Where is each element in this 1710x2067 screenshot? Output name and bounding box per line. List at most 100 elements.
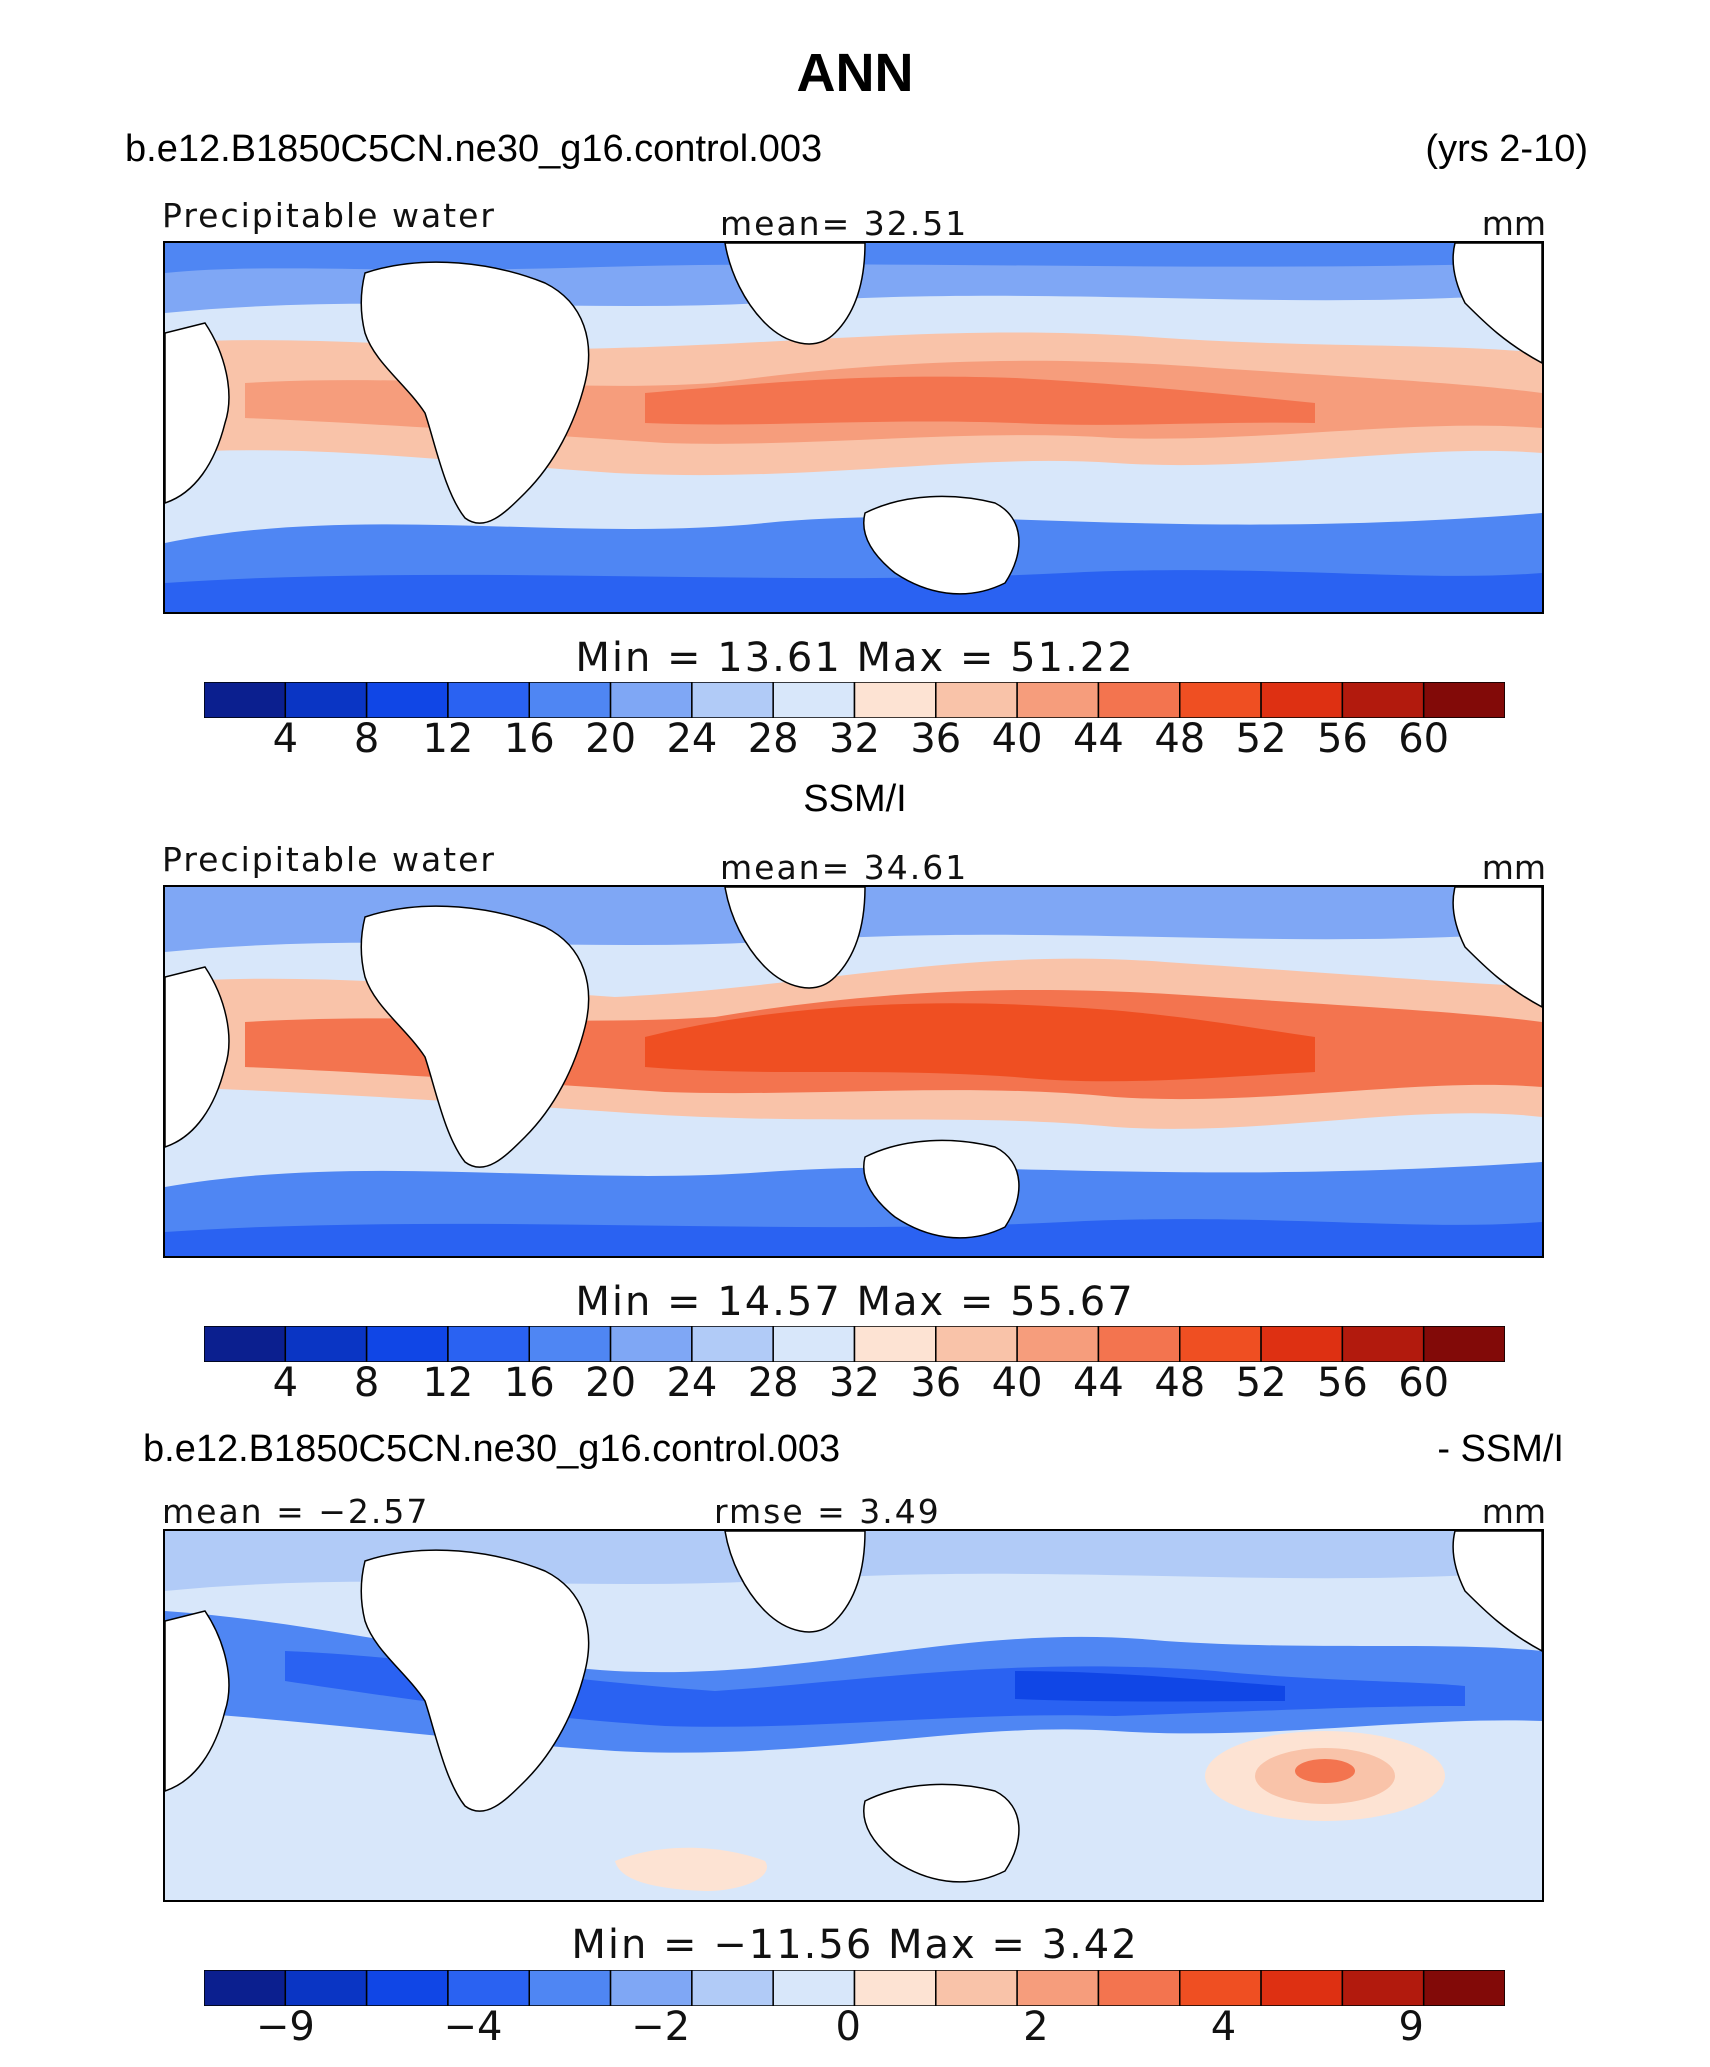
colorbar-tick-label: −4	[443, 2004, 503, 2050]
colorbar-swatch	[1260, 1325, 1344, 1363]
panel2-minmax: Min = 14.57 Max = 55.67	[575, 1279, 1135, 1325]
panel2-dataset-label: SSM/I	[803, 778, 907, 820]
colorbar-swatch	[772, 1969, 856, 2007]
colorbar-tick-label: 24	[666, 716, 718, 762]
colorbar-swatch	[935, 681, 1018, 719]
colorbar-swatch	[1260, 1969, 1344, 2007]
panel3-case-name: b.e12.B1850C5CN.ne30_g16.control.003	[143, 1428, 841, 1470]
colorbar-tick-label: 48	[1154, 1360, 1206, 1406]
colorbar-tick-label: −2	[631, 2004, 691, 2050]
colorbar-swatch	[528, 1969, 612, 2007]
colorbar-swatch	[1341, 1325, 1425, 1363]
colorbar-swatch	[1179, 681, 1262, 719]
panel2-map	[163, 885, 1544, 1258]
panel1-tropics-core	[645, 376, 1315, 425]
panel1-south-deep	[165, 570, 1542, 612]
panel3-africa	[360, 1549, 590, 1812]
colorbar-swatch	[772, 681, 856, 719]
panel2-south-america	[165, 966, 230, 1148]
panel3-units: mm	[1481, 1492, 1546, 1531]
colorbar-tick-label: 48	[1154, 716, 1206, 762]
colorbar-swatch	[1016, 681, 1100, 719]
panel2-colorbar	[203, 1325, 1506, 1363]
colorbar-swatch	[284, 681, 368, 719]
colorbar-swatch	[1016, 1969, 1100, 2007]
colorbar-tick-label: 36	[910, 716, 962, 762]
colorbar-swatch	[935, 1325, 1018, 1363]
colorbar-swatch	[853, 1969, 937, 2007]
colorbar-swatch	[853, 681, 937, 719]
colorbar-tick-label: 28	[747, 1360, 799, 1406]
panel3-americas	[1452, 1531, 1542, 1652]
colorbar-swatch	[284, 1969, 368, 2007]
panel1-south-america	[165, 322, 230, 504]
panel1-case-name: b.e12.B1850C5CN.ne30_g16.control.003	[125, 128, 823, 170]
colorbar-swatch	[365, 1969, 449, 2007]
colorbar-tick-label: 56	[1316, 716, 1368, 762]
colorbar-tick-label: 56	[1316, 1360, 1368, 1406]
panel3-map	[163, 1529, 1544, 1902]
colorbar-swatch	[1016, 1325, 1100, 1363]
panel3-tropics-core	[1015, 1671, 1285, 1702]
colorbar-swatch	[691, 681, 774, 719]
panel1-africa	[360, 261, 590, 524]
colorbar-tick-label: 24	[666, 1360, 718, 1406]
panel1-colorbar-svg	[203, 681, 1506, 719]
colorbar-tick-label: 8	[353, 1360, 380, 1406]
colorbar-swatch	[203, 1325, 287, 1363]
colorbar-tick-label: 20	[585, 716, 637, 762]
panel2-asia	[724, 887, 866, 989]
colorbar-tick-label: 16	[503, 716, 555, 762]
panel2-colorbar-svg	[203, 1325, 1506, 1363]
colorbar-tick-label: 16	[503, 1360, 555, 1406]
colorbar-swatch	[365, 681, 449, 719]
panel2-south-deep	[165, 1219, 1542, 1256]
page-title: ANN	[796, 43, 914, 103]
panel3-minus-dataset: - SSM/I	[1437, 1428, 1564, 1470]
panel1-americas	[1452, 243, 1542, 364]
colorbar-swatch	[203, 681, 287, 719]
colorbar-swatch	[1341, 1969, 1425, 2007]
panel1-years: (yrs 2-10)	[1425, 128, 1588, 170]
colorbar-tick-label: 60	[1398, 716, 1450, 762]
colorbar-tick-label: −9	[255, 2004, 315, 2050]
panel3-south-america	[165, 1610, 230, 1792]
panel1-australia	[863, 495, 1020, 595]
panel3-mean-label: mean = −2.57	[162, 1492, 430, 1531]
colorbar-swatch	[1422, 1325, 1506, 1363]
colorbar-tick-label: 28	[747, 716, 799, 762]
colorbar-tick-label: 52	[1235, 1360, 1287, 1406]
colorbar-swatch	[609, 681, 693, 719]
colorbar-tick-label: 32	[829, 1360, 880, 1406]
colorbar-swatch	[1179, 1325, 1262, 1363]
panel3-map-svg	[165, 1531, 1542, 1900]
colorbar-tick-label: 20	[585, 1360, 637, 1406]
colorbar-swatch	[447, 1969, 530, 2007]
colorbar-tick-label: 44	[1072, 1360, 1124, 1406]
colorbar-swatch	[1097, 1325, 1181, 1363]
colorbar-swatch	[691, 1325, 774, 1363]
colorbar-swatch	[1341, 681, 1425, 719]
panel2-americas	[1452, 887, 1542, 1008]
colorbar-swatch	[447, 1325, 530, 1363]
colorbar-tick-label: 52	[1235, 716, 1287, 762]
panel1-map	[163, 241, 1544, 614]
colorbar-tick-label: 44	[1072, 716, 1124, 762]
panel2-colorbar-ticks: 4 8 12 16 20 24 28 32 36 40 44 48 52 56 60	[204, 1360, 1505, 1410]
colorbar-swatch	[1422, 681, 1506, 719]
panel3-colorbar-svg	[203, 1969, 1506, 2007]
panel3-tropics-deep	[285, 1651, 1465, 1727]
colorbar-swatch	[447, 681, 530, 719]
colorbar-tick-label: 36	[910, 1360, 962, 1406]
colorbar-tick-label: 40	[991, 716, 1043, 762]
colorbar-swatch	[853, 1325, 937, 1363]
panel3-asia	[724, 1531, 866, 1633]
colorbar-swatch	[203, 1969, 287, 2007]
panel2-australia	[863, 1139, 1020, 1239]
colorbar-swatch	[609, 1969, 693, 2007]
panel1-units: mm	[1481, 204, 1546, 243]
colorbar-swatch	[284, 1325, 368, 1363]
panel2-map-svg	[165, 887, 1542, 1256]
panel2-africa	[360, 905, 590, 1168]
panel1-minmax: Min = 13.61 Max = 51.22	[575, 635, 1135, 681]
